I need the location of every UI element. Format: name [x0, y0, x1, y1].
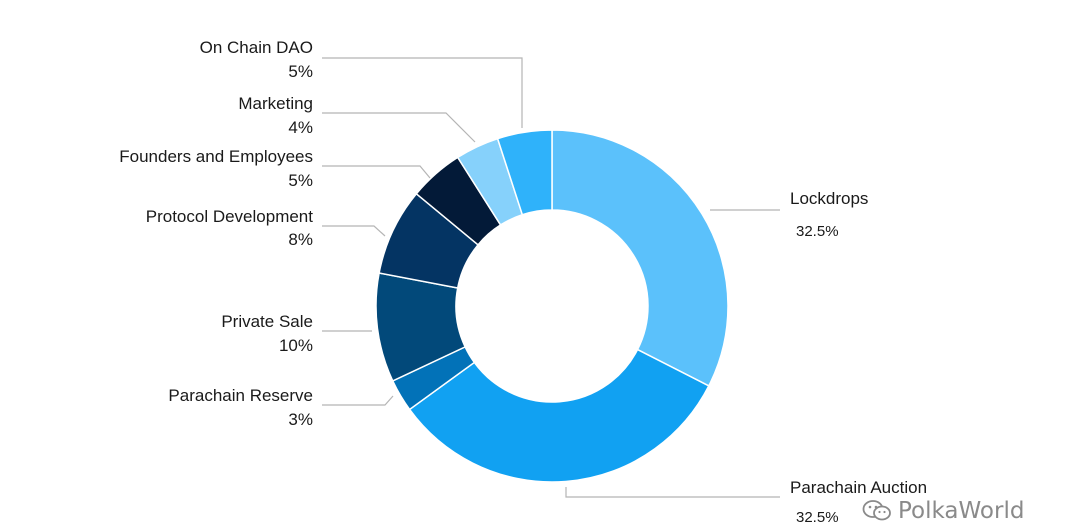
label-protocol-development: Protocol Development — [146, 207, 314, 226]
donut-slices — [375, 129, 729, 483]
leader-protocol-development — [322, 225, 386, 237]
label-parachain-auction: Parachain Auction — [790, 478, 927, 497]
pct-founders-and-employees: 5% — [288, 171, 313, 190]
watermark-text: PolkaWorld — [898, 498, 1025, 524]
label-private-sale: Private Sale — [221, 312, 313, 331]
slice-parachain-auction — [408, 348, 710, 483]
pct-protocol-development: 8% — [288, 230, 313, 249]
pct-parachain-reserve: 3% — [288, 410, 313, 429]
label-marketing: Marketing — [238, 94, 313, 113]
pct-private-sale: 10% — [279, 336, 313, 355]
slice-on-chain-dao — [496, 129, 553, 216]
pct-on-chain-dao: 5% — [288, 62, 313, 81]
leader-founders-and-employees — [322, 165, 431, 179]
watermark: PolkaWorld — [862, 498, 1024, 524]
label-parachain-reserve: Parachain Reserve — [168, 386, 313, 405]
pct-parachain-auction: 32.5% — [796, 509, 839, 526]
slice-lockdrops — [551, 129, 729, 387]
leader-lines — [322, 57, 780, 498]
label-on-chain-dao: On Chain DAO — [200, 38, 313, 57]
wechat-icon — [862, 500, 891, 521]
leader-parachain-reserve — [322, 395, 394, 406]
pct-marketing: 4% — [288, 118, 313, 137]
label-founders-and-employees: Founders and Employees — [119, 147, 313, 166]
label-lockdrops: Lockdrops — [790, 189, 868, 208]
pct-lockdrops: 32.5% — [796, 223, 839, 240]
leader-on-chain-dao — [322, 57, 523, 128]
leader-marketing — [322, 112, 476, 143]
leader-parachain-auction — [565, 487, 780, 498]
